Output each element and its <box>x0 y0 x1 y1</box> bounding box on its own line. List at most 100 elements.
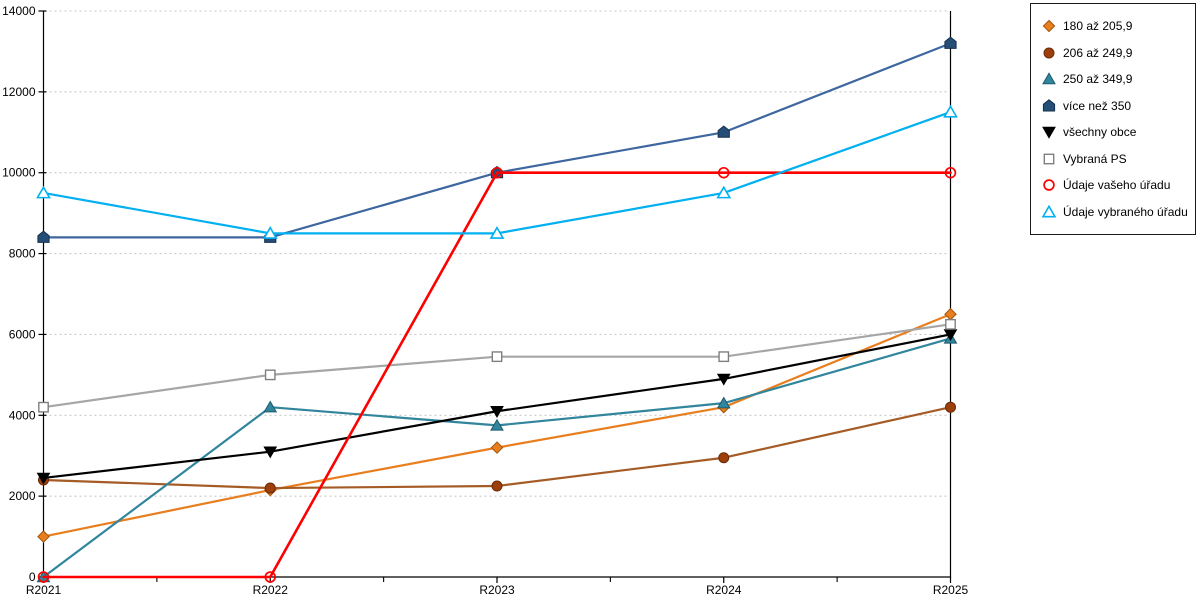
circle-icon <box>264 482 276 494</box>
data-point-marker <box>491 166 503 179</box>
data-point-marker <box>36 472 51 485</box>
data-point-marker <box>1042 20 1056 33</box>
data-point-marker <box>943 104 958 118</box>
series-8 <box>36 104 958 239</box>
y-tick-label: 14000 <box>2 4 36 18</box>
data-point-marker <box>1042 72 1056 85</box>
data-point-marker <box>943 329 958 342</box>
triangle-open-icon <box>489 226 505 239</box>
square-open-icon <box>264 369 276 381</box>
diamond-icon <box>490 441 504 454</box>
x-tick-label: R2022 <box>253 583 289 597</box>
legend-marker-icon <box>1042 204 1056 217</box>
legend-marker-icon <box>1042 98 1056 112</box>
series-line <box>42 337 952 579</box>
data-point-marker <box>36 185 51 199</box>
data-point-marker <box>1043 179 1055 191</box>
legend-label: Údaje vašeho úřadu <box>1063 178 1171 193</box>
y-tick-label: 4000 <box>9 408 36 422</box>
y-tick-label: 10000 <box>2 166 36 180</box>
data-point-marker <box>37 571 50 583</box>
data-point-marker <box>716 396 731 409</box>
triangle-down-icon <box>943 329 958 342</box>
triangle-open-icon <box>262 226 278 239</box>
circle-open-icon <box>37 571 50 583</box>
data-point-marker <box>263 446 278 459</box>
data-point-marker <box>264 482 276 494</box>
triangle-down-icon <box>716 373 731 386</box>
legend: 180 až 205,9 206 až 249,9 250 až 349,9 více… <box>1030 3 1196 235</box>
legend-item: 206 až 249,9 <box>1042 46 1191 60</box>
legend-label: 206 až 249,9 <box>1063 45 1133 60</box>
legend-label: všechny obce <box>1063 125 1137 140</box>
data-point-marker <box>262 226 278 239</box>
data-point-marker <box>716 373 731 386</box>
data-point-marker <box>263 400 278 413</box>
triangle-up-icon <box>263 400 278 413</box>
circle-icon <box>491 480 503 492</box>
series-line <box>42 42 952 239</box>
legend-item: Údaje vybraného úřadu <box>1042 204 1191 219</box>
legend-label: Údaje vybraného úřadu <box>1063 204 1188 219</box>
circle-open-icon <box>944 166 957 179</box>
square-open-icon <box>38 401 49 413</box>
legend-marker-icon <box>1043 47 1055 59</box>
legend-label: 250 až 349,9 <box>1063 72 1133 87</box>
legend-item: Údaje vašeho úřadu <box>1042 178 1191 192</box>
legend-label: Vybraná PS <box>1063 151 1127 166</box>
triangle-open-icon <box>716 185 732 199</box>
y-tick-label: 12000 <box>2 85 36 99</box>
square-open-icon <box>491 351 503 363</box>
y-tick-label: 2000 <box>9 489 36 503</box>
square-open-icon <box>945 318 956 330</box>
circle-icon <box>1043 47 1055 59</box>
pentagon-icon <box>37 230 50 243</box>
data-point-marker <box>944 307 957 321</box>
legend-marker-icon <box>1042 126 1056 139</box>
data-point-marker <box>1042 204 1056 217</box>
legend-item: 250 až 349,9 <box>1042 72 1191 86</box>
triangle-up-icon <box>1042 72 1056 85</box>
data-point-marker <box>38 401 49 413</box>
diamond-icon <box>944 307 957 321</box>
pentagon-icon <box>944 36 957 49</box>
legend-marker-icon <box>1042 72 1056 85</box>
data-point-marker <box>717 166 730 179</box>
legend-label: více než 350 <box>1063 98 1132 113</box>
legend-marker-icon <box>1042 20 1056 33</box>
triangle-up-icon <box>490 418 504 431</box>
series-line <box>42 171 952 579</box>
circle-open-icon <box>1043 179 1055 191</box>
triangle-up-icon <box>716 396 731 409</box>
legend-item: všechny obce <box>1042 125 1191 139</box>
data-point-marker <box>718 452 730 464</box>
triangle-down-icon <box>490 406 504 418</box>
data-point-marker <box>491 351 503 363</box>
legend-item: Vybraná PS <box>1042 152 1191 166</box>
axes: 0 2000 4000 6000 8000 10000 12000 14000 R2021 R20… <box>2 4 968 597</box>
circle-open-icon <box>491 166 503 179</box>
diamond-icon <box>37 530 50 543</box>
data-point-marker <box>264 571 277 583</box>
triangle-down-icon <box>263 446 278 459</box>
circle-open-icon <box>264 571 277 583</box>
x-tick-label: R2021 <box>26 583 62 597</box>
triangle-open-icon <box>36 185 51 199</box>
data-point-marker <box>264 369 276 381</box>
data-point-marker <box>37 230 50 243</box>
series-3 <box>36 331 958 583</box>
triangle-down-icon <box>36 472 51 485</box>
data-point-marker <box>37 530 50 543</box>
square-open-icon <box>1043 153 1055 165</box>
legend-marker-icon <box>1043 179 1055 191</box>
data-point-marker <box>1042 98 1056 112</box>
data-point-marker <box>717 125 730 138</box>
circle-icon <box>945 401 956 413</box>
data-point-marker <box>490 406 504 418</box>
x-tick-label: R2023 <box>479 583 515 597</box>
data-point-marker <box>945 318 956 330</box>
x-tick-label: R2025 <box>933 583 969 597</box>
triangle-open-icon <box>943 104 958 118</box>
series-4 <box>37 36 957 243</box>
